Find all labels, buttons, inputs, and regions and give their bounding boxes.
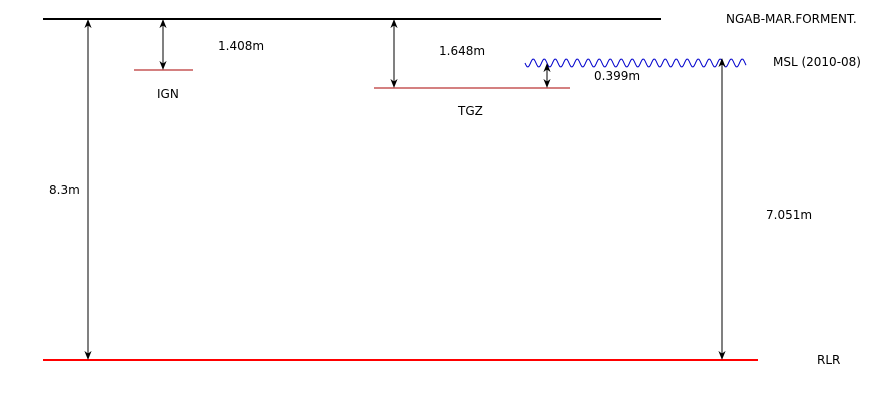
rlr-label: RLR	[817, 353, 840, 367]
measure-ngab-to-tgz: 1.648m	[439, 44, 485, 58]
ngab-label: NGAB-MAR.FORMENT.	[726, 12, 857, 26]
tgz-label: TGZ	[457, 104, 483, 118]
ign-label: IGN	[157, 87, 179, 101]
msl-wave	[524, 58, 747, 68]
measure-ngab-to-rlr: 8.3m	[49, 183, 80, 197]
measure-tgz-to-msl: 0.399m	[594, 69, 640, 83]
measure-ngab-to-ign: 1.408m	[218, 39, 264, 53]
msl-label: MSL (2010-08)	[773, 55, 861, 69]
measure-msl-to-rlr: 7.051m	[766, 208, 812, 222]
